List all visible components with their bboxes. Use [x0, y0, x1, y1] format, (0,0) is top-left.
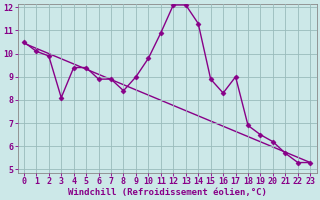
X-axis label: Windchill (Refroidissement éolien,°C): Windchill (Refroidissement éolien,°C) — [68, 188, 267, 197]
